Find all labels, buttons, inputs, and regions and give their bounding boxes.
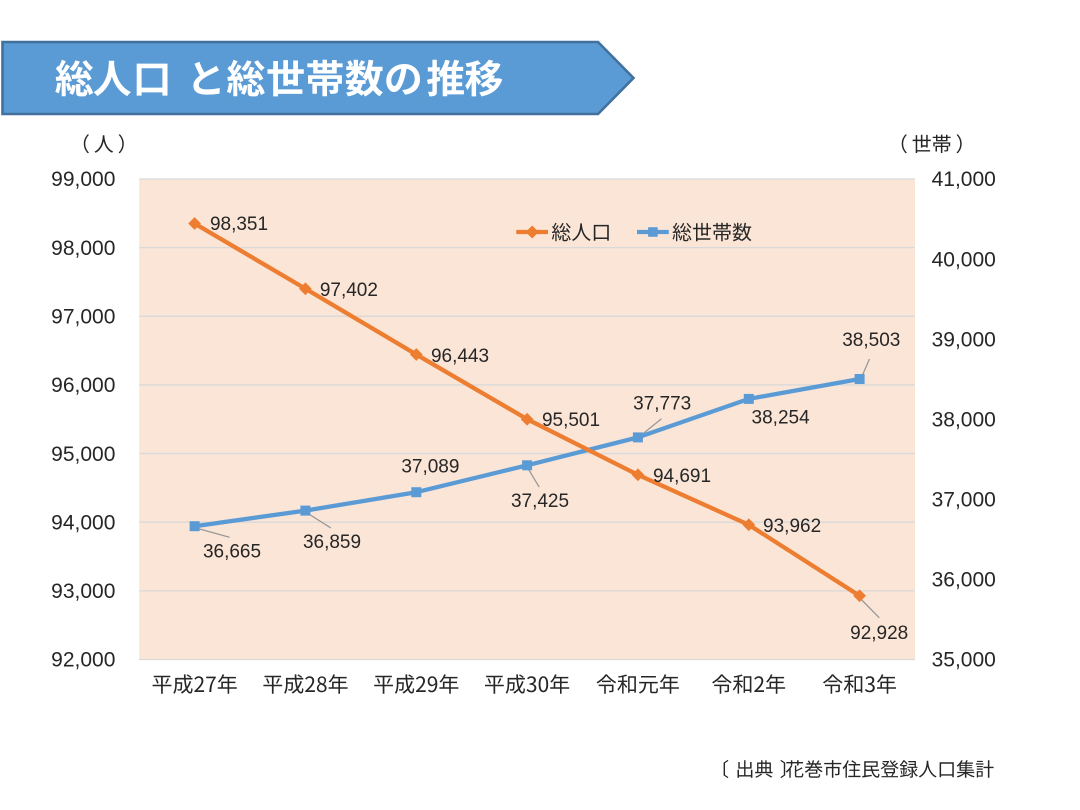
svg-text:93,000: 93,000 bbox=[51, 580, 115, 603]
svg-text:39,000: 39,000 bbox=[932, 328, 996, 351]
svg-text:36,859: 36,859 bbox=[303, 532, 361, 553]
svg-text:98,351: 98,351 bbox=[210, 214, 268, 235]
svg-text:37,089: 37,089 bbox=[401, 456, 459, 477]
svg-text:38,254: 38,254 bbox=[752, 408, 811, 429]
svg-text:40,000: 40,000 bbox=[932, 248, 996, 271]
svg-text:38,503: 38,503 bbox=[842, 330, 900, 351]
svg-text:36,000: 36,000 bbox=[932, 569, 996, 592]
svg-text:95,000: 95,000 bbox=[51, 443, 115, 466]
svg-text:96,443: 96,443 bbox=[431, 346, 489, 367]
svg-text:36,665: 36,665 bbox=[203, 541, 261, 562]
svg-text:37,773: 37,773 bbox=[633, 394, 691, 415]
svg-text:97,402: 97,402 bbox=[320, 280, 378, 301]
svg-text:41,000: 41,000 bbox=[932, 168, 996, 191]
svg-text:37,425: 37,425 bbox=[511, 491, 569, 512]
svg-text:94,691: 94,691 bbox=[653, 466, 711, 487]
svg-text:37,000: 37,000 bbox=[932, 489, 996, 512]
svg-text:98,000: 98,000 bbox=[51, 237, 115, 260]
svg-text:94,000: 94,000 bbox=[51, 511, 115, 534]
svg-text:99,000: 99,000 bbox=[51, 168, 115, 191]
svg-text:92,928: 92,928 bbox=[850, 623, 908, 644]
svg-text:38,000: 38,000 bbox=[932, 409, 996, 432]
svg-text:35,000: 35,000 bbox=[932, 649, 996, 672]
svg-text:92,000: 92,000 bbox=[51, 649, 115, 672]
svg-text:95,501: 95,501 bbox=[542, 410, 600, 431]
svg-text:93,962: 93,962 bbox=[763, 516, 821, 537]
svg-text:96,000: 96,000 bbox=[51, 374, 115, 397]
svg-text:97,000: 97,000 bbox=[51, 306, 115, 329]
